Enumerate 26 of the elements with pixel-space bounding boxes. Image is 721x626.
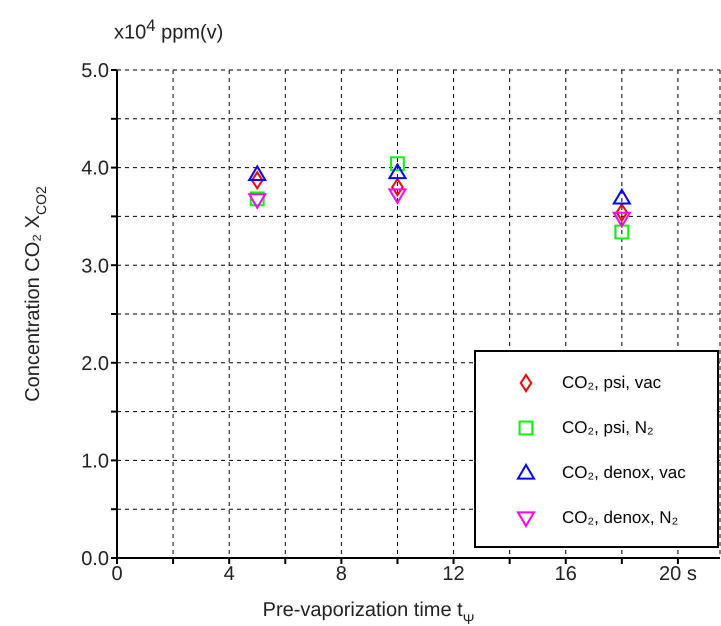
y-tick-label: 5.0 xyxy=(81,60,109,82)
point xyxy=(616,203,628,222)
x-axis-title: Pre-vaporization time t$_{Ψ}$ xyxy=(262,599,474,626)
y-tick-label: 1.0 xyxy=(81,450,109,472)
point xyxy=(614,224,630,240)
point xyxy=(388,163,406,180)
y-tick-label: 2.0 xyxy=(81,352,109,375)
legend-label: CO₂, denox, vac xyxy=(562,462,686,482)
point xyxy=(248,165,266,182)
x-tick-label: 8 xyxy=(336,563,347,586)
x-tick-label: 16 xyxy=(554,563,577,586)
legend-label: CO₂, psi, vac xyxy=(562,372,662,392)
point xyxy=(388,188,406,204)
x-tick-label: 4 xyxy=(224,563,235,586)
point xyxy=(612,212,631,228)
x-tick-label: 12 xyxy=(442,563,465,586)
legend-label: CO₂, psi, N₂ xyxy=(562,418,654,438)
legend-label: CO₂, denox, N₂ xyxy=(562,508,678,528)
y-tick-label: 0.0 xyxy=(81,548,109,570)
x-tick-label: 0 xyxy=(111,563,123,586)
x-tick-label: 20 s xyxy=(659,563,697,586)
point xyxy=(612,188,631,204)
text: x10$^{4}$ ppm(v) xyxy=(114,16,224,45)
point xyxy=(391,178,404,196)
y-tick-label: 4.0 xyxy=(81,158,109,180)
y-tick-label: 3.0 xyxy=(81,255,109,278)
